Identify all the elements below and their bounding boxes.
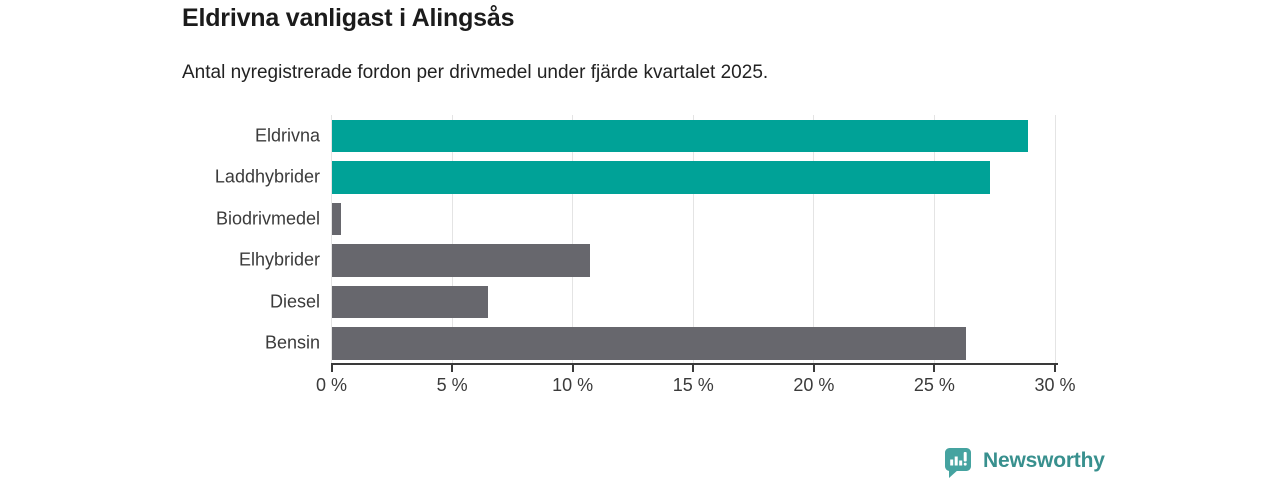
bar bbox=[331, 327, 966, 360]
x-axis-tick bbox=[812, 362, 815, 372]
grid-line bbox=[1054, 115, 1056, 364]
x-axis-line bbox=[331, 362, 1058, 365]
newsworthy-logo: Newsworthy bbox=[944, 447, 1105, 480]
x-axis-tick bbox=[692, 362, 695, 372]
category-label: Eldrivna bbox=[254, 125, 320, 146]
bar bbox=[331, 202, 342, 235]
x-axis-tick-label: 20 % bbox=[793, 374, 835, 395]
x-axis-tick bbox=[933, 362, 936, 372]
x-axis-tick-label: 10 % bbox=[552, 374, 594, 395]
category-label: Elhybrider bbox=[238, 249, 320, 270]
x-axis-tick-label: 0 % bbox=[315, 374, 348, 395]
grid-line bbox=[451, 115, 453, 364]
grid-line bbox=[933, 115, 935, 364]
grid-line bbox=[331, 115, 332, 364]
category-label: Laddhybrider bbox=[214, 166, 320, 187]
x-axis-tick bbox=[330, 362, 333, 372]
category-label: Bensin bbox=[264, 332, 320, 353]
grid-line bbox=[572, 115, 574, 364]
chart-subtitle: Antal nyregistrerade fordon per drivmede… bbox=[182, 62, 769, 83]
x-axis-tick bbox=[451, 362, 454, 372]
x-axis-tick-label: 25 % bbox=[913, 374, 955, 395]
x-axis-tick-label: 15 % bbox=[672, 374, 714, 395]
x-axis-tick-label: 5 % bbox=[436, 374, 468, 395]
bar bbox=[331, 119, 1029, 152]
newsworthy-logo-text: Newsworthy bbox=[983, 449, 1105, 472]
grid-line bbox=[692, 115, 694, 364]
chart-title: Eldrivna vanligast i Alingsås bbox=[182, 4, 515, 32]
newsworthy-logo-icon bbox=[945, 448, 971, 478]
x-axis-tick bbox=[1054, 362, 1056, 372]
grid-line bbox=[813, 115, 815, 364]
category-label: Biodrivmedel bbox=[215, 208, 320, 229]
x-axis-tick-label: 30 % bbox=[1034, 374, 1076, 395]
x-axis-tick bbox=[571, 362, 574, 372]
category-label: Diesel bbox=[269, 291, 320, 312]
bar bbox=[331, 285, 489, 318]
bar bbox=[331, 244, 590, 277]
bar bbox=[331, 161, 990, 194]
